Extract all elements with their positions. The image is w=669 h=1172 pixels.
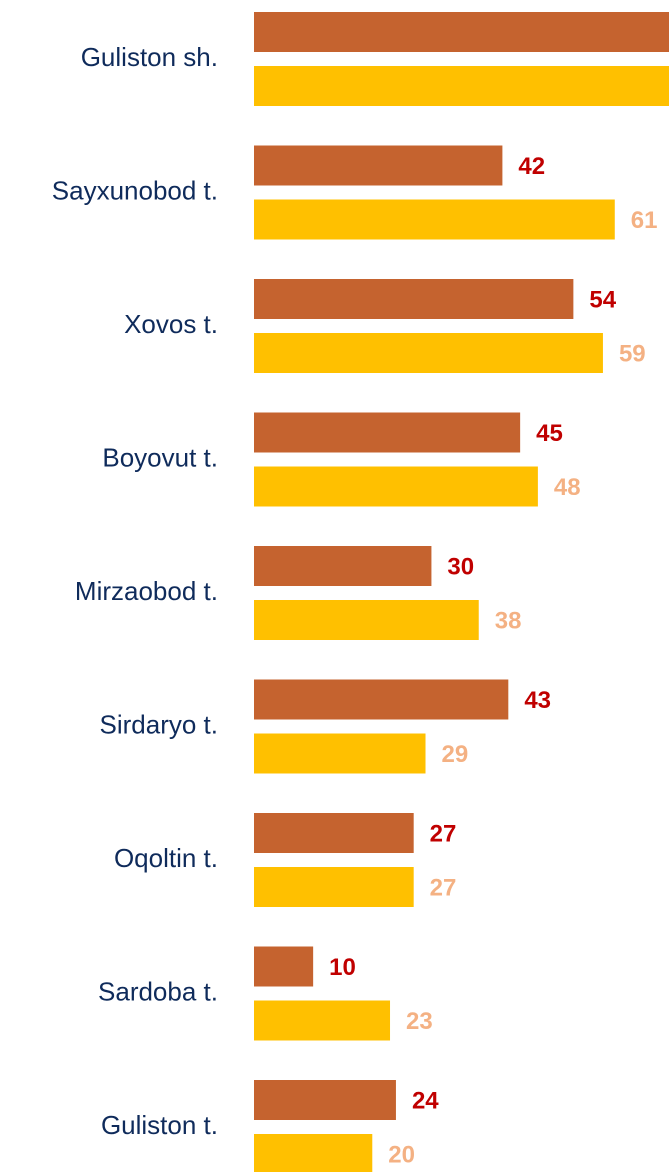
bar: [254, 600, 479, 640]
value-label: 38: [495, 607, 522, 634]
value-label: 20: [388, 1141, 415, 1168]
value-label: 42: [518, 153, 545, 180]
value-label: 27: [430, 820, 457, 847]
bar: [254, 946, 314, 987]
value-label: 43: [524, 687, 551, 714]
value-label: 48: [554, 474, 581, 501]
category-label: Mirzaobod t.: [75, 576, 218, 606]
bar: [254, 333, 603, 373]
value-label: 54: [589, 286, 616, 313]
bar: [254, 466, 538, 507]
bar: [254, 867, 414, 907]
bar: [254, 733, 426, 774]
bar: [254, 679, 509, 720]
category-label: Boyovut t.: [102, 442, 218, 472]
value-label: 27: [430, 874, 457, 901]
value-label: 10: [329, 954, 356, 981]
category-label: Guliston t.: [101, 1110, 218, 1140]
bar: [254, 1134, 373, 1172]
value-label: 45: [536, 420, 563, 447]
value-label: 24: [412, 1087, 439, 1114]
bar: [254, 145, 503, 186]
value-label: 29: [442, 741, 469, 768]
bar: [254, 279, 574, 319]
bar: [254, 1000, 391, 1041]
bar: [254, 66, 669, 106]
value-label: 61: [631, 207, 658, 234]
value-label: 23: [406, 1008, 433, 1035]
bar: [254, 199, 615, 240]
bar: [254, 546, 432, 586]
category-label: Guliston sh.: [81, 42, 218, 72]
category-label: Oqoltin t.: [114, 843, 218, 873]
bar: [254, 1080, 396, 1120]
category-label: Xovos t.: [124, 309, 218, 339]
value-label: 30: [447, 553, 474, 580]
value-label: 59: [619, 340, 646, 367]
bar: [254, 12, 669, 52]
category-label: Sirdaryo t.: [100, 709, 219, 739]
bar: [254, 412, 521, 453]
category-label: Sardoba t.: [98, 976, 218, 1006]
bar: [254, 813, 414, 853]
category-label: Sayxunobod t.: [52, 175, 218, 205]
